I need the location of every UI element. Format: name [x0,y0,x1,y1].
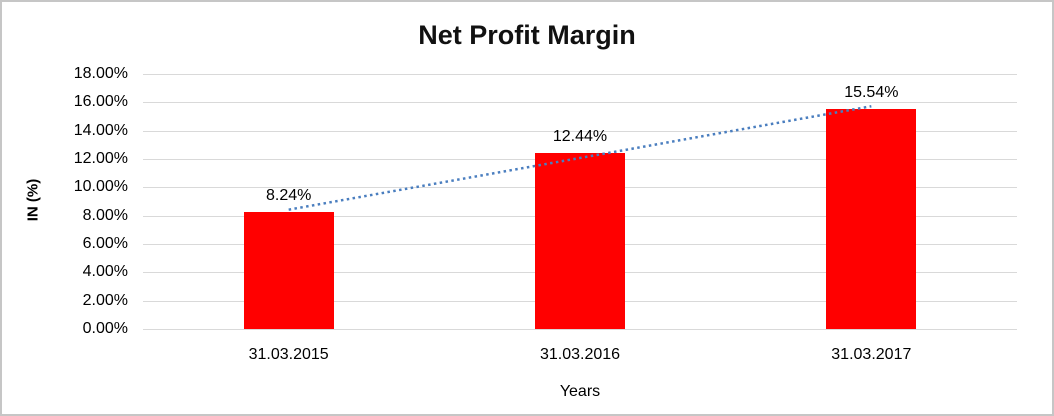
bar-value-label: 15.54% [844,83,899,101]
x-tick-label: 31.03.2017 [831,346,912,363]
y-tick-label: 4.00% [82,263,128,281]
bar-value-label: 8.24% [265,187,312,205]
bar-value-label: 12.44% [552,127,608,145]
y-tick-label: 0.00% [82,320,128,337]
bar-31.03.2017 [826,108,917,329]
y-tick-label: 8.00% [82,206,128,224]
y-tick-label: 18.00% [73,65,128,82]
x-tick-label: 31.03.2016 [539,346,621,363]
y-tick-label: 6.00% [82,235,128,252]
y-tick-label: 14.00% [73,121,128,139]
chart-title: Net Profit Margin [418,20,636,50]
gridline [143,329,1017,330]
bar-31.03.2016 [535,152,625,329]
x-axis-title: Years [559,383,601,400]
gridline [143,74,1017,75]
bar-31.03.2015 [243,212,334,329]
y-tick-label: 16.00% [73,93,128,111]
y-tick-label: 2.00% [82,291,128,309]
x-tick-label: 31.03.2015 [248,346,329,363]
gridline [143,102,1017,104]
y-tick-label: 10.00% [73,178,128,196]
y-tick-label: 12.00% [73,150,128,167]
